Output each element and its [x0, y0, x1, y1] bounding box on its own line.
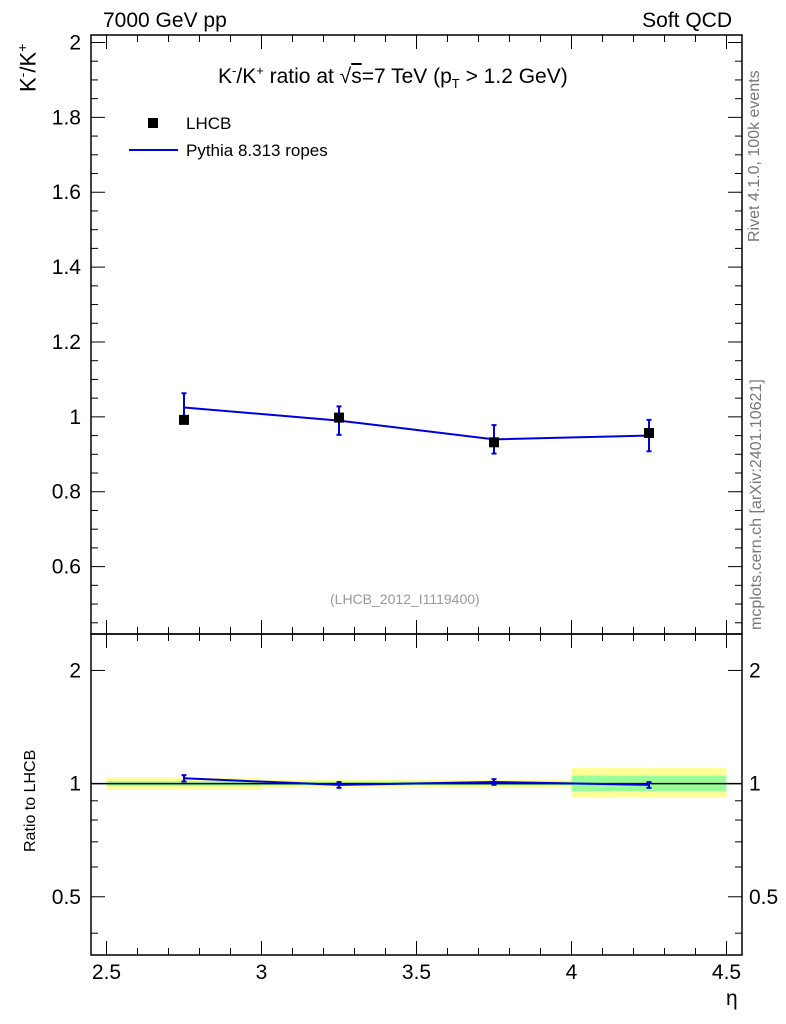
- data-point: [644, 427, 654, 438]
- main-y-tick-label: 1.6: [52, 181, 81, 204]
- legend-marks: [129, 118, 178, 151]
- reference-tag: (LHCB_2012_I1119400): [330, 591, 480, 607]
- chart-title: K-/K+ ratio at √s=7 TeV (pT > 1.2 GeV): [218, 63, 568, 92]
- legend-data-label: LHCB: [186, 114, 232, 133]
- main-y-tick-label: 1.8: [52, 106, 81, 129]
- x-tick-label: 4.5: [712, 961, 741, 984]
- x-tick-label: 2.5: [92, 961, 121, 984]
- x-tick-label: 3: [256, 961, 268, 984]
- x-axis-label: η: [726, 987, 738, 1010]
- x-tick-label: 4: [566, 961, 578, 984]
- tick-labels: 2.5 3 3.5 4 4.5 0.6 0.8 1 1.2 1.4 1.6 1.8 2 0.5 0.5 1 1 2…: [52, 31, 778, 984]
- main-y-tick-label: 0.8: [52, 481, 81, 504]
- mc-series-main: [181, 392, 652, 455]
- data-point: [179, 414, 189, 425]
- mc-series-ratio: [181, 774, 652, 789]
- ratio-y-tick-label-right: 2: [749, 659, 761, 682]
- legend-data-marker: [148, 118, 158, 128]
- ratio-y-tick-label-left: 0.5: [52, 886, 81, 909]
- main-axis-ticks: [91, 35, 742, 634]
- legend-mc-label: Pythia 8.313 ropes: [186, 141, 328, 160]
- data-series-main: [179, 412, 654, 448]
- main-y-tick-label: 1.2: [52, 331, 81, 354]
- main-y-tick-label: 1: [69, 406, 81, 429]
- main-y-tick-label: 2: [69, 31, 81, 54]
- ratio-y-tick-label-left: 2: [69, 659, 81, 682]
- ratio-y-tick-label-left: 1: [69, 773, 81, 796]
- data-point: [489, 437, 499, 448]
- main-y-axis-label: K-/K+: [14, 43, 41, 92]
- main-y-tick-label: 0.6: [52, 556, 81, 579]
- ratio-y-axis-label: Ratio to LHCB: [22, 749, 39, 852]
- x-tick-label: 3.5: [402, 961, 431, 984]
- ratio-y-tick-label-right: 0.5: [749, 886, 778, 909]
- rivet-info: Rivet 4.1.0, 100k events: [746, 70, 763, 242]
- ratio-line: [183, 777, 650, 786]
- data-point: [334, 412, 344, 423]
- mc-line: [183, 406, 650, 441]
- category-label: Soft QCD: [642, 9, 732, 32]
- main-y-tick-label: 1.4: [52, 256, 82, 279]
- mcplots-info: mcplots.cern.ch [arXiv:2401.10621]: [748, 379, 765, 630]
- collision-label: 7000 GeV pp: [103, 9, 227, 32]
- ratio-y-tick-label-right: 1: [749, 773, 761, 796]
